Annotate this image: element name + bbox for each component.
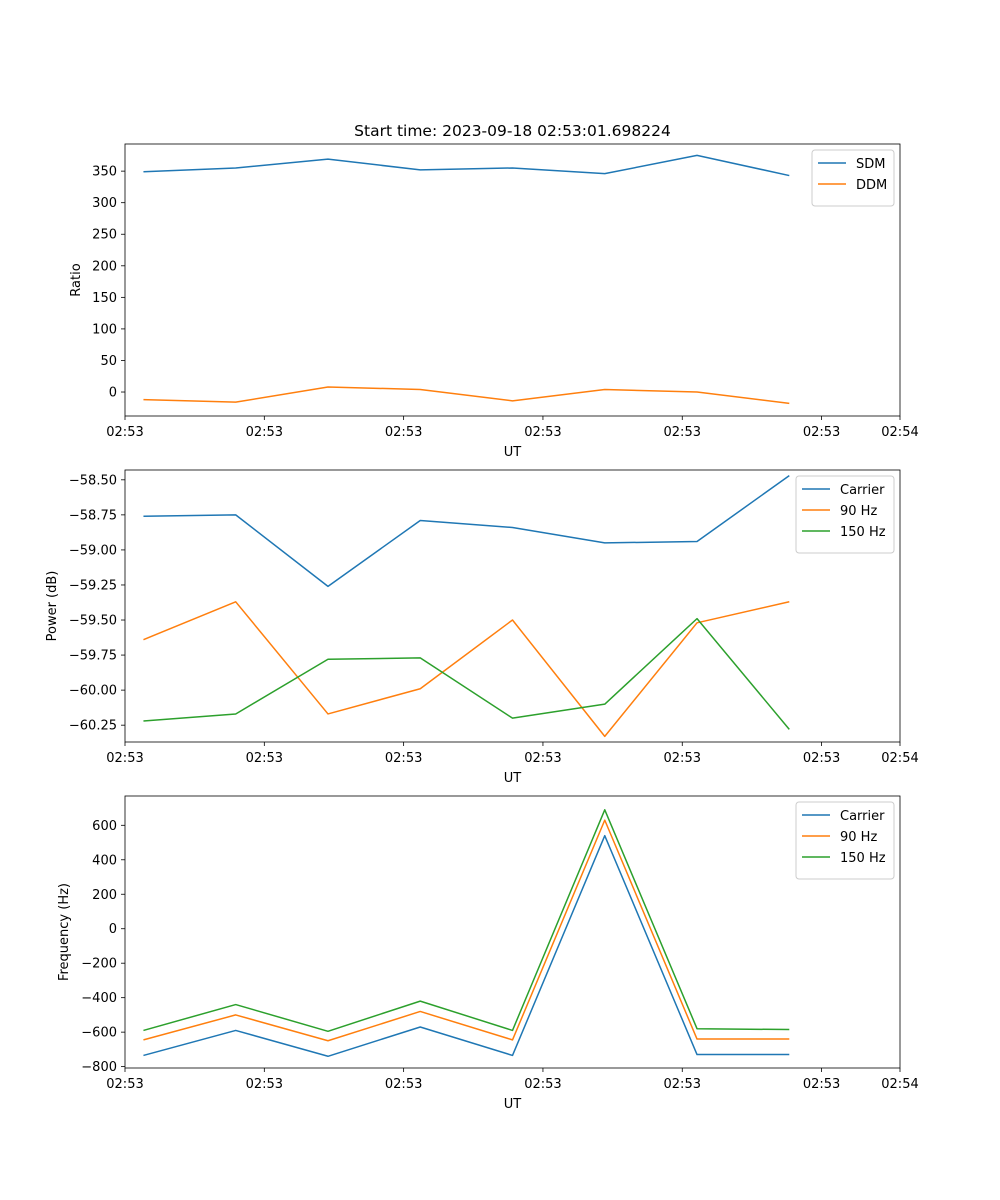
y-tick-label: 0 bbox=[109, 922, 117, 937]
x-tick-label: 02:53 bbox=[246, 1077, 283, 1092]
x-tick-label: 02:53 bbox=[106, 751, 143, 766]
x-tick-label: 02:53 bbox=[664, 425, 701, 440]
legend-box bbox=[795, 801, 895, 880]
x-tick-label: 02:53 bbox=[246, 751, 283, 766]
x-tick-label: 02:53 bbox=[524, 1077, 561, 1092]
y-tick-label: 0 bbox=[109, 386, 117, 401]
axes-frame bbox=[124, 469, 901, 743]
x-tick-label: 02:53 bbox=[385, 425, 422, 440]
y-tick-label: 250 bbox=[92, 228, 117, 243]
axes-frame bbox=[124, 143, 901, 417]
y-tick-label: 400 bbox=[92, 853, 117, 868]
x-tick-label: 02:53 bbox=[106, 1077, 143, 1092]
legend-box bbox=[811, 149, 895, 207]
y-tick-label: −600 bbox=[81, 1026, 117, 1041]
frequency-panel: 02:53 02:53 02:53 02:53 02:53 02:53 02:54 −800 −… bbox=[57, 795, 919, 1112]
y-tick-label: −60.00 bbox=[69, 684, 117, 699]
series-line-90-hz bbox=[143, 601, 790, 738]
series-line-sdm bbox=[143, 154, 790, 177]
y-tick-label: −59.75 bbox=[69, 649, 117, 664]
y-tick-label: −58.50 bbox=[69, 473, 117, 488]
x-tick-label: 02:53 bbox=[385, 1077, 422, 1092]
x-axis-label: UT bbox=[504, 1097, 522, 1112]
x-tick-label: 02:53 bbox=[385, 751, 422, 766]
x-tick-label: 02:54 bbox=[881, 751, 918, 766]
x-tick-label: 02:53 bbox=[106, 425, 143, 440]
y-tick-label: 200 bbox=[92, 888, 117, 903]
y-tick-label: 350 bbox=[92, 165, 117, 180]
ratio-panel: 02:53 02:53 02:53 02:53 02:53 02:53 02:54 0 50 10… bbox=[69, 122, 919, 460]
y-tick-label: −59.00 bbox=[69, 543, 117, 558]
y-tick-label: −59.25 bbox=[69, 578, 117, 593]
y-tick-label: 300 bbox=[92, 196, 117, 211]
legend: Carrier 90 Hz 150 Hz bbox=[795, 801, 895, 880]
power-panel: 02:53 02:53 02:53 02:53 02:53 02:53 02:54 −60.2… bbox=[45, 469, 919, 786]
y-tick-label: 150 bbox=[92, 291, 117, 306]
y-tick-label: −800 bbox=[81, 1060, 117, 1075]
y-tick-label: −200 bbox=[81, 957, 117, 972]
x-axis-label: UT bbox=[504, 445, 522, 460]
legend-label: Carrier bbox=[840, 809, 885, 824]
legend-label: 150 Hz bbox=[840, 525, 886, 540]
series-line-ddm bbox=[143, 386, 790, 405]
series-line-150-hz bbox=[143, 617, 790, 730]
x-tick-label: 02:53 bbox=[664, 751, 701, 766]
y-tick-label: 100 bbox=[92, 322, 117, 337]
legend-label: 90 Hz bbox=[840, 504, 877, 519]
y-tick-label: 200 bbox=[92, 259, 117, 274]
legend-label: 150 Hz bbox=[840, 851, 886, 866]
legend-label: DDM bbox=[856, 178, 887, 193]
legend: Carrier 90 Hz 150 Hz bbox=[795, 475, 895, 554]
x-tick-label: 02:53 bbox=[246, 425, 283, 440]
y-tick-label: 600 bbox=[92, 819, 117, 834]
legend-label: SDM bbox=[856, 157, 885, 172]
y-axis-label: Ratio bbox=[69, 263, 84, 296]
legend-label: Carrier bbox=[840, 483, 885, 498]
x-axis-label: UT bbox=[504, 771, 522, 786]
x-tick-label: 02:54 bbox=[881, 1077, 918, 1092]
chart-title: Start time: 2023-09-18 02:53:01.698224 bbox=[354, 122, 671, 140]
x-tick-label: 02:53 bbox=[524, 425, 561, 440]
series-line-90-hz bbox=[143, 819, 790, 1042]
series-line-carrier bbox=[143, 834, 790, 1058]
x-tick-label: 02:54 bbox=[881, 425, 918, 440]
y-tick-label: −400 bbox=[81, 991, 117, 1006]
x-tick-label: 02:53 bbox=[803, 1077, 840, 1092]
x-tick-label: 02:53 bbox=[803, 751, 840, 766]
axes-frame bbox=[124, 795, 901, 1069]
x-tick-label: 02:53 bbox=[664, 1077, 701, 1092]
series-line-carrier bbox=[143, 474, 790, 588]
y-axis-label: Frequency (Hz) bbox=[57, 883, 72, 981]
x-tick-label: 02:53 bbox=[803, 425, 840, 440]
y-tick-label: −60.25 bbox=[69, 719, 117, 734]
y-tick-label: −59.50 bbox=[69, 614, 117, 629]
x-tick-label: 02:53 bbox=[524, 751, 561, 766]
y-axis-label: Power (dB) bbox=[45, 571, 60, 642]
legend-box bbox=[795, 475, 895, 554]
series-line-150-hz bbox=[143, 809, 790, 1033]
y-tick-label: 50 bbox=[100, 354, 117, 369]
legend-label: 90 Hz bbox=[840, 830, 877, 845]
legend: SDM DDM bbox=[811, 149, 895, 207]
y-tick-label: −58.75 bbox=[69, 508, 117, 523]
